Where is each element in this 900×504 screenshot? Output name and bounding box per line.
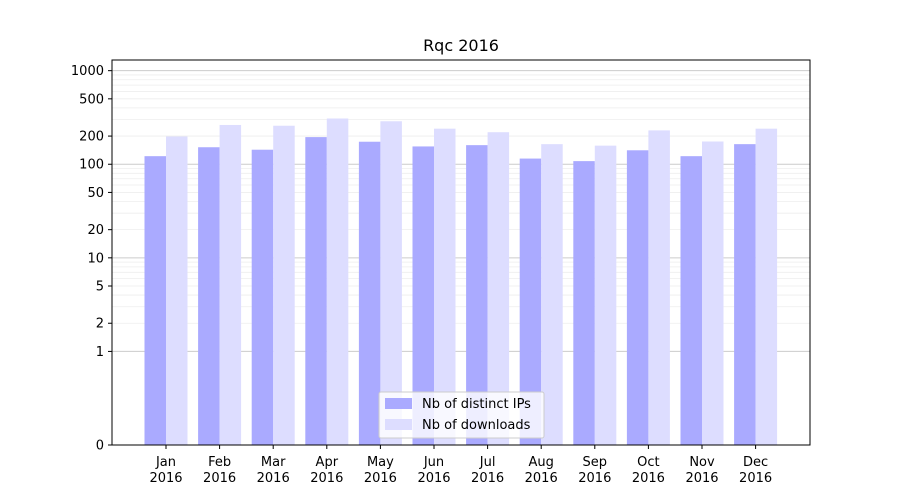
y-tick-label: 1 [96, 345, 104, 360]
bar-downloads [166, 136, 188, 445]
y-tick-label: 1000 [71, 64, 104, 79]
y-tick-label: 100 [79, 158, 104, 173]
bar-distinct-ips [358, 141, 381, 445]
x-tick-label-month: May [367, 455, 394, 470]
x-tick-label-year: 2016 [471, 471, 504, 486]
x-tick-label-month: Sep [583, 455, 608, 470]
y-tick-label: 5 [96, 280, 104, 295]
bar-downloads [702, 141, 724, 445]
bar-distinct-ips [305, 137, 327, 445]
x-tick-label-month: Nov [689, 455, 715, 470]
bar-downloads [219, 124, 242, 445]
bar-downloads [326, 118, 349, 445]
y-tick-label: 2 [96, 317, 104, 332]
bar-distinct-ips [412, 146, 434, 446]
x-tick-label-year: 2016 [149, 471, 182, 486]
x-tick-label-year: 2016 [685, 471, 718, 486]
bar-downloads [541, 144, 563, 445]
y-tick-label: 20 [87, 223, 104, 238]
legend-swatch-distinct-ips [385, 398, 412, 409]
legend: Nb of distinct IPs Nb of downloads [378, 391, 545, 439]
bar-distinct-ips [626, 150, 649, 445]
bar-downloads [380, 121, 402, 445]
y-tick-label: 200 [79, 130, 104, 145]
plot-frame [111, 59, 811, 446]
x-tick-label-year: 2016 [364, 471, 397, 486]
bar-downloads [594, 145, 617, 445]
x-tick-label-month: Jul [479, 455, 496, 470]
bar-distinct-ips [573, 161, 595, 445]
bar-distinct-ips [680, 156, 702, 445]
x-tick-label-month: Oct [637, 455, 659, 470]
bar-downloads [434, 128, 456, 445]
chart-title: Rqc 2016 [423, 36, 499, 55]
bar-distinct-ips [251, 149, 274, 445]
bar-downloads [755, 128, 778, 445]
bar-distinct-ips [144, 156, 166, 445]
x-tick-label-month: Feb [208, 455, 231, 470]
y-axis: 0 1 2 5 10 20 50 100 200 500 1000 [71, 64, 112, 454]
legend-frame [378, 391, 545, 439]
x-tick-label-year: 2016 [739, 471, 772, 486]
bar-distinct-ips [466, 145, 488, 445]
x-tick-label-year: 2016 [310, 471, 343, 486]
bar-distinct-ips [198, 147, 220, 445]
y-tick-label: 500 [79, 92, 104, 107]
bar-downloads [273, 125, 295, 445]
bars [144, 118, 778, 446]
x-axis: Jan2016Feb2016Mar2016Apr2016May2016Jun20… [149, 445, 772, 486]
bar-downloads [648, 130, 670, 446]
x-tick-label-month: Mar [261, 455, 286, 470]
legend-label-distinct-ips: Nb of distinct IPs [422, 397, 531, 412]
y-tick-label: 10 [87, 251, 104, 266]
x-tick-label-month: Apr [316, 455, 339, 470]
x-tick-label-month: Dec [743, 455, 768, 470]
x-tick-label-year: 2016 [632, 471, 665, 486]
y-tick-label: 0 [96, 439, 104, 454]
legend-swatch-downloads [385, 419, 412, 430]
x-tick-label-month: Jun [423, 455, 444, 470]
x-tick-label-month: Aug [529, 455, 554, 470]
legend-label-downloads: Nb of downloads [422, 418, 531, 433]
bar-distinct-ips [734, 144, 756, 445]
x-tick-label-year: 2016 [203, 471, 236, 486]
bar-distinct-ips [519, 158, 542, 445]
x-tick-label-year: 2016 [578, 471, 611, 486]
y-tick-label: 50 [87, 186, 104, 201]
bar-downloads [487, 132, 510, 445]
x-tick-label-year: 2016 [257, 471, 290, 486]
x-tick-label-year: 2016 [525, 471, 558, 486]
x-tick-label-year: 2016 [417, 471, 450, 486]
x-tick-label-month: Jan [155, 455, 176, 470]
